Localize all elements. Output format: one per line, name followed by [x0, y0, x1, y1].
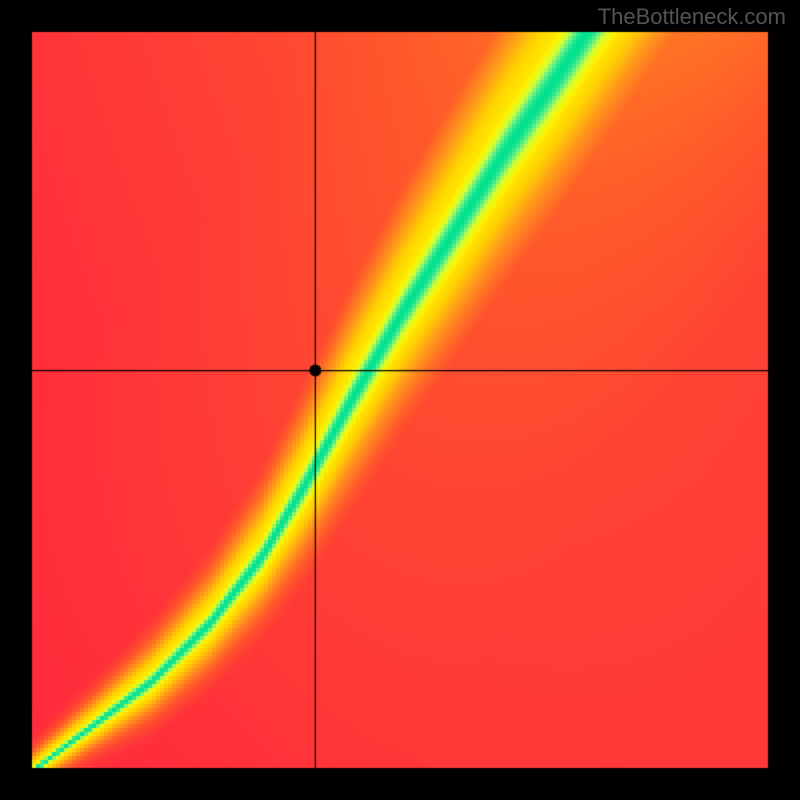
heatmap-canvas	[0, 0, 800, 800]
watermark-text: TheBottleneck.com	[598, 4, 786, 30]
chart-container: TheBottleneck.com	[0, 0, 800, 800]
